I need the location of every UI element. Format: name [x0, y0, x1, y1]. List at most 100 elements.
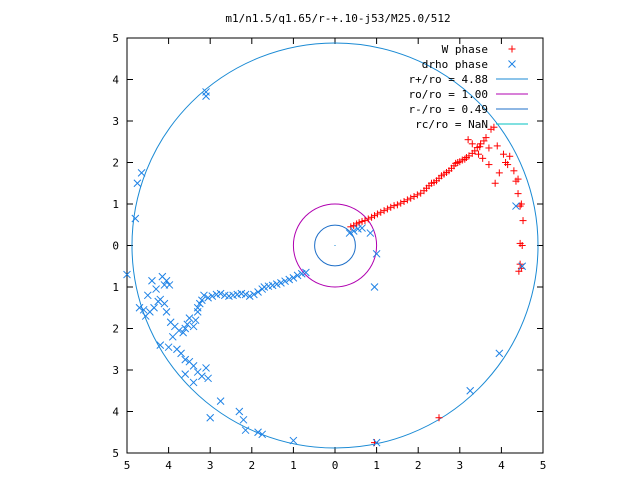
data-point	[349, 227, 358, 235]
data-point	[258, 430, 267, 439]
data-point	[212, 290, 221, 299]
data-point	[347, 223, 355, 231]
data-points	[123, 88, 527, 447]
data-point	[195, 299, 204, 308]
x-tick-label: 4	[498, 459, 505, 472]
y-tick-label: 0	[112, 240, 119, 253]
data-point	[254, 428, 262, 437]
y-tick-label: 1	[112, 281, 119, 294]
data-point	[372, 249, 381, 258]
reference-circle	[292, 203, 378, 288]
data-point	[400, 198, 408, 206]
data-point	[177, 349, 185, 358]
legend-label: r-/ro = 0.49	[409, 103, 488, 116]
data-point	[461, 155, 469, 163]
data-point	[482, 134, 490, 142]
y-tick-label: 5	[112, 447, 119, 460]
x-tick-label: 1	[290, 459, 297, 472]
y-tick-label: 3	[112, 115, 119, 128]
reference-circles	[131, 42, 539, 449]
data-point	[202, 88, 210, 96]
data-point	[518, 242, 526, 249]
data-point	[200, 291, 208, 300]
data-point	[350, 222, 358, 230]
data-point	[377, 208, 385, 216]
data-point	[413, 191, 421, 199]
data-point	[137, 169, 146, 177]
data-point	[189, 378, 198, 387]
legend: W phase drho phase r+/ro = 4.88 ro/ro = 1.0…	[409, 43, 528, 131]
data-point	[152, 285, 160, 293]
y-tick-label: 4	[112, 74, 119, 87]
data-point	[435, 414, 443, 422]
data-point	[368, 213, 376, 221]
data-point	[464, 136, 472, 144]
data-point	[390, 202, 398, 210]
data-point	[220, 291, 229, 300]
data-point	[204, 374, 212, 383]
data-point	[277, 278, 285, 287]
data-point	[162, 308, 171, 316]
data-point	[189, 361, 198, 370]
data-point	[495, 169, 503, 177]
x-tick-label: 1	[373, 459, 380, 472]
legend-label: r+/ro = 4.88	[409, 73, 488, 86]
data-point	[380, 207, 388, 215]
data-point	[202, 364, 210, 372]
legend-label: rc/ro = NaN	[415, 118, 488, 131]
data-point	[370, 283, 379, 291]
legend-label: drho phase	[422, 58, 488, 71]
data-point	[407, 194, 415, 202]
data-point	[156, 341, 165, 349]
data-point	[485, 144, 493, 152]
data-point	[204, 293, 212, 302]
data-point	[123, 270, 131, 279]
x-tick-label: 4	[165, 459, 172, 472]
reference-circle	[131, 42, 539, 449]
data-point	[510, 167, 518, 175]
data-point	[519, 217, 527, 225]
data-point	[358, 217, 366, 225]
data-point	[156, 295, 165, 304]
data-point	[165, 281, 174, 289]
data-point	[185, 314, 194, 322]
data-point	[164, 343, 173, 352]
y-tick-label: 3	[112, 364, 119, 377]
data-point	[518, 262, 527, 271]
data-point	[514, 175, 522, 183]
data-point	[139, 305, 148, 314]
data-point	[477, 140, 485, 148]
legend-label: W phase	[442, 43, 488, 56]
data-point	[135, 303, 144, 312]
data-point	[168, 332, 177, 341]
y-tick-label: 4	[112, 406, 119, 419]
data-point	[495, 349, 504, 358]
data-point	[410, 193, 418, 201]
x-tick-label: 0	[332, 459, 339, 472]
data-point	[397, 199, 405, 207]
data-point	[490, 123, 498, 131]
data-point	[208, 292, 217, 300]
data-point	[202, 92, 210, 100]
data-point	[371, 212, 379, 220]
data-point	[193, 308, 202, 316]
data-point	[383, 205, 391, 213]
data-point	[193, 303, 202, 312]
data-point	[289, 436, 298, 445]
data-point	[162, 276, 171, 285]
data-point	[183, 320, 192, 329]
data-point	[302, 268, 310, 277]
data-point	[189, 322, 198, 331]
data-point	[181, 355, 190, 364]
data-point	[468, 140, 476, 148]
data-point	[491, 179, 499, 187]
data-point	[479, 154, 487, 162]
legend-label: ro/ro = 1.00	[409, 88, 488, 101]
x-tick-label: 5	[540, 459, 547, 472]
data-point	[372, 438, 381, 447]
series-drho-phase	[123, 88, 527, 447]
y-tick-label: 2	[112, 323, 119, 336]
data-point	[297, 269, 306, 278]
data-point	[198, 296, 206, 305]
